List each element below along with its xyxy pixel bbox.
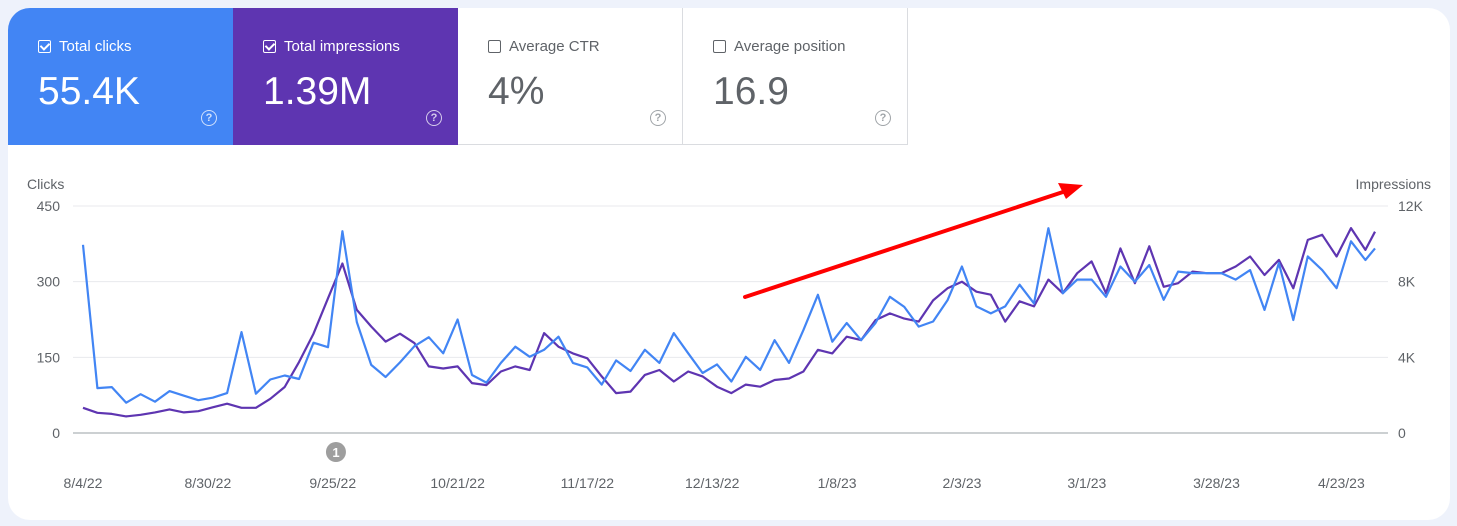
x-axis-tick-label: 4/23/23 bbox=[1318, 475, 1365, 491]
left-axis-tick-label: 300 bbox=[37, 274, 61, 290]
performance-card: Total clicks 55.4K ? Total impressions 1… bbox=[8, 8, 1450, 520]
metric-tile-average-position[interactable]: Average position 16.9 ? bbox=[683, 8, 908, 145]
left-axis-tick-label: 450 bbox=[37, 198, 61, 214]
metric-tiles: Total clicks 55.4K ? Total impressions 1… bbox=[8, 8, 908, 145]
metric-label: Total impressions bbox=[284, 38, 400, 55]
metric-label: Average position bbox=[734, 38, 846, 55]
metric-value: 4% bbox=[488, 70, 545, 113]
x-axis-tick-label: 11/17/22 bbox=[561, 475, 615, 491]
metric-value: 55.4K bbox=[38, 70, 140, 113]
series-line-clicks[interactable] bbox=[81, 227, 1376, 404]
checkbox-checked-icon[interactable] bbox=[38, 40, 51, 53]
help-icon[interactable]: ? bbox=[201, 110, 217, 126]
right-axis-tick-label: 0 bbox=[1398, 425, 1406, 441]
checkbox-unchecked-icon[interactable] bbox=[488, 40, 501, 53]
help-icon[interactable]: ? bbox=[650, 110, 666, 126]
left-axis-title: Clicks bbox=[27, 176, 64, 192]
checkbox-unchecked-icon[interactable] bbox=[713, 40, 726, 53]
annotation-marker-label: 1 bbox=[332, 445, 339, 460]
right-axis-title: Impressions bbox=[1356, 176, 1431, 192]
help-icon[interactable]: ? bbox=[875, 110, 891, 126]
metric-tile-total-clicks[interactable]: Total clicks 55.4K ? bbox=[8, 8, 233, 145]
metric-label: Total clicks bbox=[59, 38, 132, 55]
metric-value: 16.9 bbox=[713, 70, 789, 113]
checkbox-checked-icon[interactable] bbox=[263, 40, 276, 53]
x-axis-tick-label: 8/4/22 bbox=[64, 475, 103, 491]
right-axis-tick-label: 8K bbox=[1398, 274, 1416, 290]
right-axis-tick-label: 4K bbox=[1398, 349, 1416, 365]
help-icon[interactable]: ? bbox=[426, 110, 442, 126]
x-axis-tick-label: 8/30/22 bbox=[185, 475, 232, 491]
trend-arrow-head-icon bbox=[1058, 183, 1083, 199]
series-line-impressions[interactable] bbox=[82, 227, 1376, 418]
right-axis-tick-label: 12K bbox=[1398, 198, 1424, 214]
left-axis-tick-label: 0 bbox=[52, 425, 60, 441]
left-axis-tick-label: 150 bbox=[37, 349, 61, 365]
x-axis-tick-label: 2/3/23 bbox=[942, 475, 981, 491]
x-axis-tick-label: 3/28/23 bbox=[1193, 475, 1240, 491]
x-axis-tick-label: 1/8/23 bbox=[818, 475, 857, 491]
annotation-marker[interactable] bbox=[325, 442, 346, 462]
x-axis-tick-label: 3/1/23 bbox=[1067, 475, 1106, 491]
metric-value: 1.39M bbox=[263, 70, 372, 113]
x-axis-tick-label: 10/21/22 bbox=[430, 475, 485, 491]
trend-arrow-shaft bbox=[743, 189, 1068, 299]
metric-label: Average CTR bbox=[509, 38, 600, 55]
metric-tile-total-impressions[interactable]: Total impressions 1.39M ? bbox=[233, 8, 458, 145]
x-axis-tick-label: 9/25/22 bbox=[309, 475, 356, 491]
x-axis-tick-label: 12/13/22 bbox=[685, 475, 740, 491]
metric-tile-average-ctr[interactable]: Average CTR 4% ? bbox=[458, 8, 683, 145]
